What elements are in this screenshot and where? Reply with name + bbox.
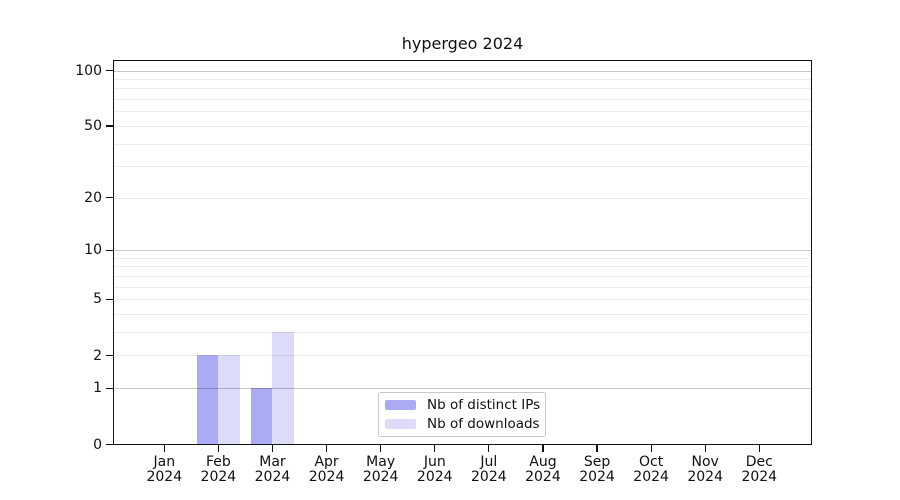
gridline-minor bbox=[114, 275, 811, 277]
legend-item-downloads: Nb of downloads bbox=[385, 416, 545, 432]
gridline-minor bbox=[114, 355, 811, 357]
y-tick-label: 5 bbox=[93, 291, 102, 308]
bar-downloads bbox=[218, 355, 240, 444]
legend-swatch-distinct-ips bbox=[385, 400, 416, 410]
x-tick-mark bbox=[271, 445, 274, 452]
y-tick-label: 50 bbox=[84, 118, 102, 135]
x-tick-label: Mar 2024 bbox=[254, 453, 291, 485]
y-tick-label: 1 bbox=[93, 380, 102, 397]
y-tick-label: 100 bbox=[75, 62, 102, 79]
chart-title: hypergeo 2024 bbox=[401, 34, 524, 53]
y-tick-mark bbox=[106, 387, 113, 389]
y-tick-mark bbox=[106, 197, 113, 199]
x-tick-mark bbox=[704, 445, 706, 452]
y-tick-mark bbox=[106, 443, 113, 446]
x-tick-label: Sep 2024 bbox=[579, 453, 615, 485]
gridline-minor bbox=[114, 78, 811, 80]
x-tick-label: May 2024 bbox=[362, 453, 399, 485]
y-tick-label: 20 bbox=[84, 189, 102, 206]
gridline-minor bbox=[114, 143, 811, 145]
x-tick-mark bbox=[217, 445, 219, 452]
y-tick-mark bbox=[106, 249, 113, 251]
x-tick-mark bbox=[488, 445, 490, 452]
legend-label-downloads: Nb of downloads bbox=[427, 416, 540, 432]
gridline-minor bbox=[114, 266, 811, 268]
x-tick-label: Feb 2024 bbox=[200, 453, 237, 485]
y-tick-mark bbox=[106, 70, 113, 72]
x-tick-mark bbox=[434, 445, 436, 452]
legend-item-distinct-ips: Nb of distinct IPs bbox=[385, 397, 545, 413]
gridline-minor bbox=[114, 286, 811, 288]
y-tick-label: 10 bbox=[84, 242, 102, 259]
x-tick-mark bbox=[325, 445, 328, 452]
y-tick-mark bbox=[106, 298, 113, 300]
x-tick-label: Nov 2024 bbox=[687, 453, 723, 485]
x-tick-label: Dec 2024 bbox=[741, 453, 778, 485]
gridline-minor bbox=[114, 166, 811, 168]
chart-legend: Nb of distinct IPs Nb of downloads bbox=[378, 392, 546, 437]
gridline-minor bbox=[114, 197, 811, 199]
gridline-minor bbox=[114, 88, 811, 90]
x-tick-mark bbox=[650, 445, 652, 452]
gridline-minor bbox=[114, 257, 811, 259]
y-tick-mark bbox=[106, 354, 113, 357]
gridline-major bbox=[114, 250, 811, 252]
bar-distinct-ips bbox=[196, 355, 219, 444]
y-tick-label: 2 bbox=[93, 347, 102, 364]
x-tick-label: Jan 2024 bbox=[146, 453, 183, 485]
gridline-minor bbox=[114, 125, 811, 127]
gridline-minor bbox=[114, 313, 811, 315]
x-tick-mark bbox=[380, 445, 382, 452]
x-tick-label: Oct 2024 bbox=[633, 453, 669, 485]
x-tick-label: Apr 2024 bbox=[308, 453, 345, 485]
x-tick-label: Aug 2024 bbox=[525, 453, 561, 485]
gridline-minor bbox=[114, 299, 811, 301]
bar-downloads bbox=[272, 331, 294, 444]
gridline-minor bbox=[114, 111, 811, 113]
bars-layer bbox=[114, 61, 811, 444]
x-tick-mark bbox=[596, 445, 598, 452]
legend-swatch-downloads bbox=[385, 419, 416, 429]
x-tick-mark bbox=[542, 445, 544, 452]
gridline-major bbox=[114, 70, 811, 72]
bar-distinct-ips bbox=[250, 387, 273, 444]
gridline-major bbox=[114, 388, 811, 390]
gridline-minor bbox=[114, 332, 811, 334]
x-tick-mark bbox=[758, 445, 760, 452]
x-tick-label: Jul 2024 bbox=[471, 453, 507, 485]
plot-area bbox=[113, 60, 812, 445]
x-tick-mark bbox=[163, 445, 165, 452]
gridlines-layer bbox=[114, 61, 811, 444]
legend-label-distinct-ips: Nb of distinct IPs bbox=[427, 397, 541, 413]
y-tick-label: 0 bbox=[93, 436, 102, 453]
x-tick-label: Jun 2024 bbox=[416, 453, 453, 485]
y-tick-mark bbox=[106, 125, 113, 127]
gridline-minor bbox=[114, 99, 811, 101]
